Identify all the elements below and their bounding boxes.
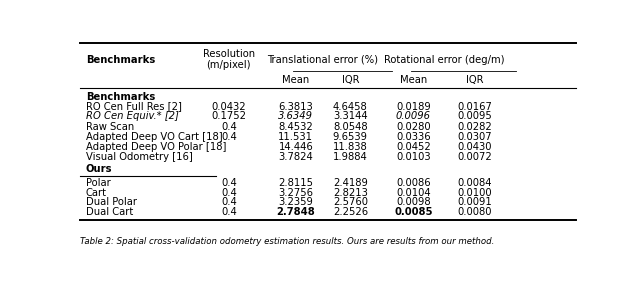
Text: 0.0080: 0.0080 bbox=[457, 207, 492, 217]
Text: Cart: Cart bbox=[86, 188, 107, 198]
Text: 8.4532: 8.4532 bbox=[278, 122, 313, 132]
Text: 0.0100: 0.0100 bbox=[457, 188, 492, 198]
Text: 0.0095: 0.0095 bbox=[457, 111, 492, 121]
Text: 0.4: 0.4 bbox=[221, 178, 237, 188]
Text: 0.0085: 0.0085 bbox=[394, 207, 433, 217]
Text: 0.1752: 0.1752 bbox=[211, 111, 246, 121]
Text: 0.0098: 0.0098 bbox=[396, 197, 431, 207]
Text: Mean: Mean bbox=[400, 75, 427, 85]
Text: Table 2: Spatial cross-validation odometry estimation results. Ours are results : Table 2: Spatial cross-validation odomet… bbox=[80, 237, 494, 246]
Text: Adapted Deep VO Cart [18]: Adapted Deep VO Cart [18] bbox=[86, 132, 223, 142]
Text: 0.0307: 0.0307 bbox=[457, 132, 492, 142]
Text: Dual Cart: Dual Cart bbox=[86, 207, 133, 217]
Text: 0.0086: 0.0086 bbox=[396, 178, 431, 188]
Text: 11.531: 11.531 bbox=[278, 132, 313, 142]
Text: IQR: IQR bbox=[465, 75, 483, 85]
Text: 0.0072: 0.0072 bbox=[457, 152, 492, 162]
Text: 0.0430: 0.0430 bbox=[457, 142, 492, 152]
Text: 0.4: 0.4 bbox=[221, 132, 237, 142]
Text: 0.0096: 0.0096 bbox=[396, 111, 431, 121]
Text: 2.4189: 2.4189 bbox=[333, 178, 368, 188]
Text: 3.2756: 3.2756 bbox=[278, 188, 313, 198]
Text: 3.6349: 3.6349 bbox=[278, 111, 313, 121]
Text: 0.0432: 0.0432 bbox=[211, 102, 246, 112]
Text: 2.7848: 2.7848 bbox=[276, 207, 315, 217]
Text: 1.9884: 1.9884 bbox=[333, 152, 368, 162]
Text: 2.8115: 2.8115 bbox=[278, 178, 313, 188]
Text: 0.0103: 0.0103 bbox=[396, 152, 431, 162]
Text: Visual Odometry [16]: Visual Odometry [16] bbox=[86, 152, 193, 162]
Text: 0.0084: 0.0084 bbox=[457, 178, 492, 188]
Text: 2.5760: 2.5760 bbox=[333, 197, 368, 207]
Text: 3.3144: 3.3144 bbox=[333, 111, 367, 121]
Text: 0.0091: 0.0091 bbox=[457, 197, 492, 207]
Text: Polar: Polar bbox=[86, 178, 111, 188]
Text: 0.0189: 0.0189 bbox=[396, 102, 431, 112]
Text: 14.446: 14.446 bbox=[278, 142, 313, 152]
Text: Ours: Ours bbox=[86, 164, 113, 174]
Text: Mean: Mean bbox=[282, 75, 309, 85]
Text: RO Cen Full Res [2]: RO Cen Full Res [2] bbox=[86, 102, 182, 112]
Text: 0.0167: 0.0167 bbox=[457, 102, 492, 112]
Text: 0.4: 0.4 bbox=[221, 188, 237, 198]
Text: 4.6458: 4.6458 bbox=[333, 102, 368, 112]
Text: 0.0452: 0.0452 bbox=[396, 142, 431, 152]
Text: Adapted Deep VO Polar [18]: Adapted Deep VO Polar [18] bbox=[86, 142, 227, 152]
Text: 3.7824: 3.7824 bbox=[278, 152, 313, 162]
Text: 0.0280: 0.0280 bbox=[396, 122, 431, 132]
Text: 3.2359: 3.2359 bbox=[278, 197, 313, 207]
Text: Benchmarks: Benchmarks bbox=[86, 92, 156, 102]
Text: Translational error (%): Translational error (%) bbox=[268, 55, 378, 65]
Text: 0.4: 0.4 bbox=[221, 122, 237, 132]
Text: 2.8213: 2.8213 bbox=[333, 188, 368, 198]
Text: 0.0336: 0.0336 bbox=[396, 132, 431, 142]
Text: Raw Scan: Raw Scan bbox=[86, 122, 134, 132]
Text: 8.0548: 8.0548 bbox=[333, 122, 367, 132]
Text: 0.4: 0.4 bbox=[221, 197, 237, 207]
Text: 0.0282: 0.0282 bbox=[457, 122, 492, 132]
Text: Rotational error (deg/m): Rotational error (deg/m) bbox=[383, 55, 504, 65]
Text: 9.6539: 9.6539 bbox=[333, 132, 368, 142]
Text: Benchmarks: Benchmarks bbox=[86, 55, 156, 65]
Text: 6.3813: 6.3813 bbox=[278, 102, 313, 112]
Text: Dual Polar: Dual Polar bbox=[86, 197, 137, 207]
Text: 0.4: 0.4 bbox=[221, 207, 237, 217]
Text: RO Cen Equiv.* [2]: RO Cen Equiv.* [2] bbox=[86, 111, 179, 121]
Text: 0.0104: 0.0104 bbox=[396, 188, 431, 198]
Text: 2.2526: 2.2526 bbox=[333, 207, 368, 217]
Text: IQR: IQR bbox=[342, 75, 359, 85]
Text: 11.838: 11.838 bbox=[333, 142, 368, 152]
Text: Resolution
(m/pixel): Resolution (m/pixel) bbox=[203, 49, 255, 70]
